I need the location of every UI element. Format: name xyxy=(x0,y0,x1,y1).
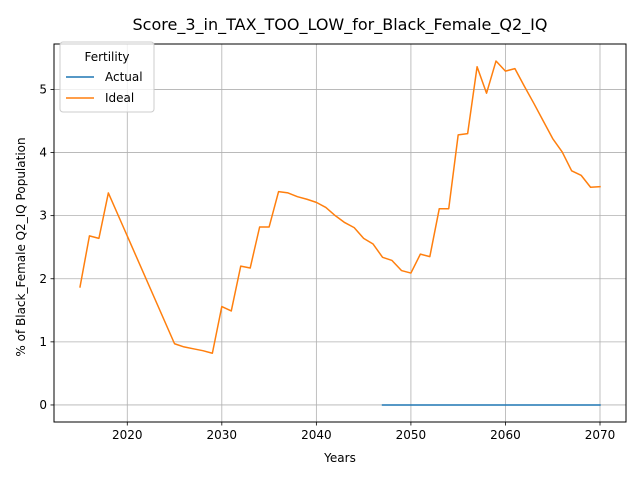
legend-box xyxy=(59,41,155,113)
y-tick-label: 0 xyxy=(39,398,47,412)
x-tick-label: 2050 xyxy=(396,428,427,442)
x-tick-label: 2070 xyxy=(585,428,616,442)
legend: Fertility Actual Ideal xyxy=(59,41,155,113)
legend-label-actual: Actual xyxy=(105,70,143,84)
x-tick-label: 2060 xyxy=(490,428,521,442)
y-tick-label: 3 xyxy=(39,209,47,223)
chart-title: Score_3_in_TAX_TOO_LOW_for_Black_Female_… xyxy=(133,15,548,35)
y-tick-label: 5 xyxy=(39,82,47,96)
plot-frame xyxy=(53,43,627,423)
x-axis-label: Years xyxy=(323,451,356,465)
x-tick-label: 2030 xyxy=(207,428,238,442)
y-tick-label: 2 xyxy=(39,272,47,286)
x-tick-label: 2040 xyxy=(301,428,332,442)
series-line-ideal xyxy=(79,60,601,354)
y-tick-label: 1 xyxy=(39,335,47,349)
x-tick-label: 2020 xyxy=(112,428,143,442)
legend-title: Fertility xyxy=(84,50,129,64)
y-axis-label: % of Black_Female Q2_IQ Population xyxy=(14,137,28,356)
grid xyxy=(54,44,626,422)
legend-label-ideal: Ideal xyxy=(105,91,134,105)
series-layer xyxy=(79,60,601,406)
y-tick-label: 4 xyxy=(39,146,47,160)
axis-ticks: 2020 2030 2040 2050 2060 2070 0 1 2 3 4 5 xyxy=(39,82,615,442)
